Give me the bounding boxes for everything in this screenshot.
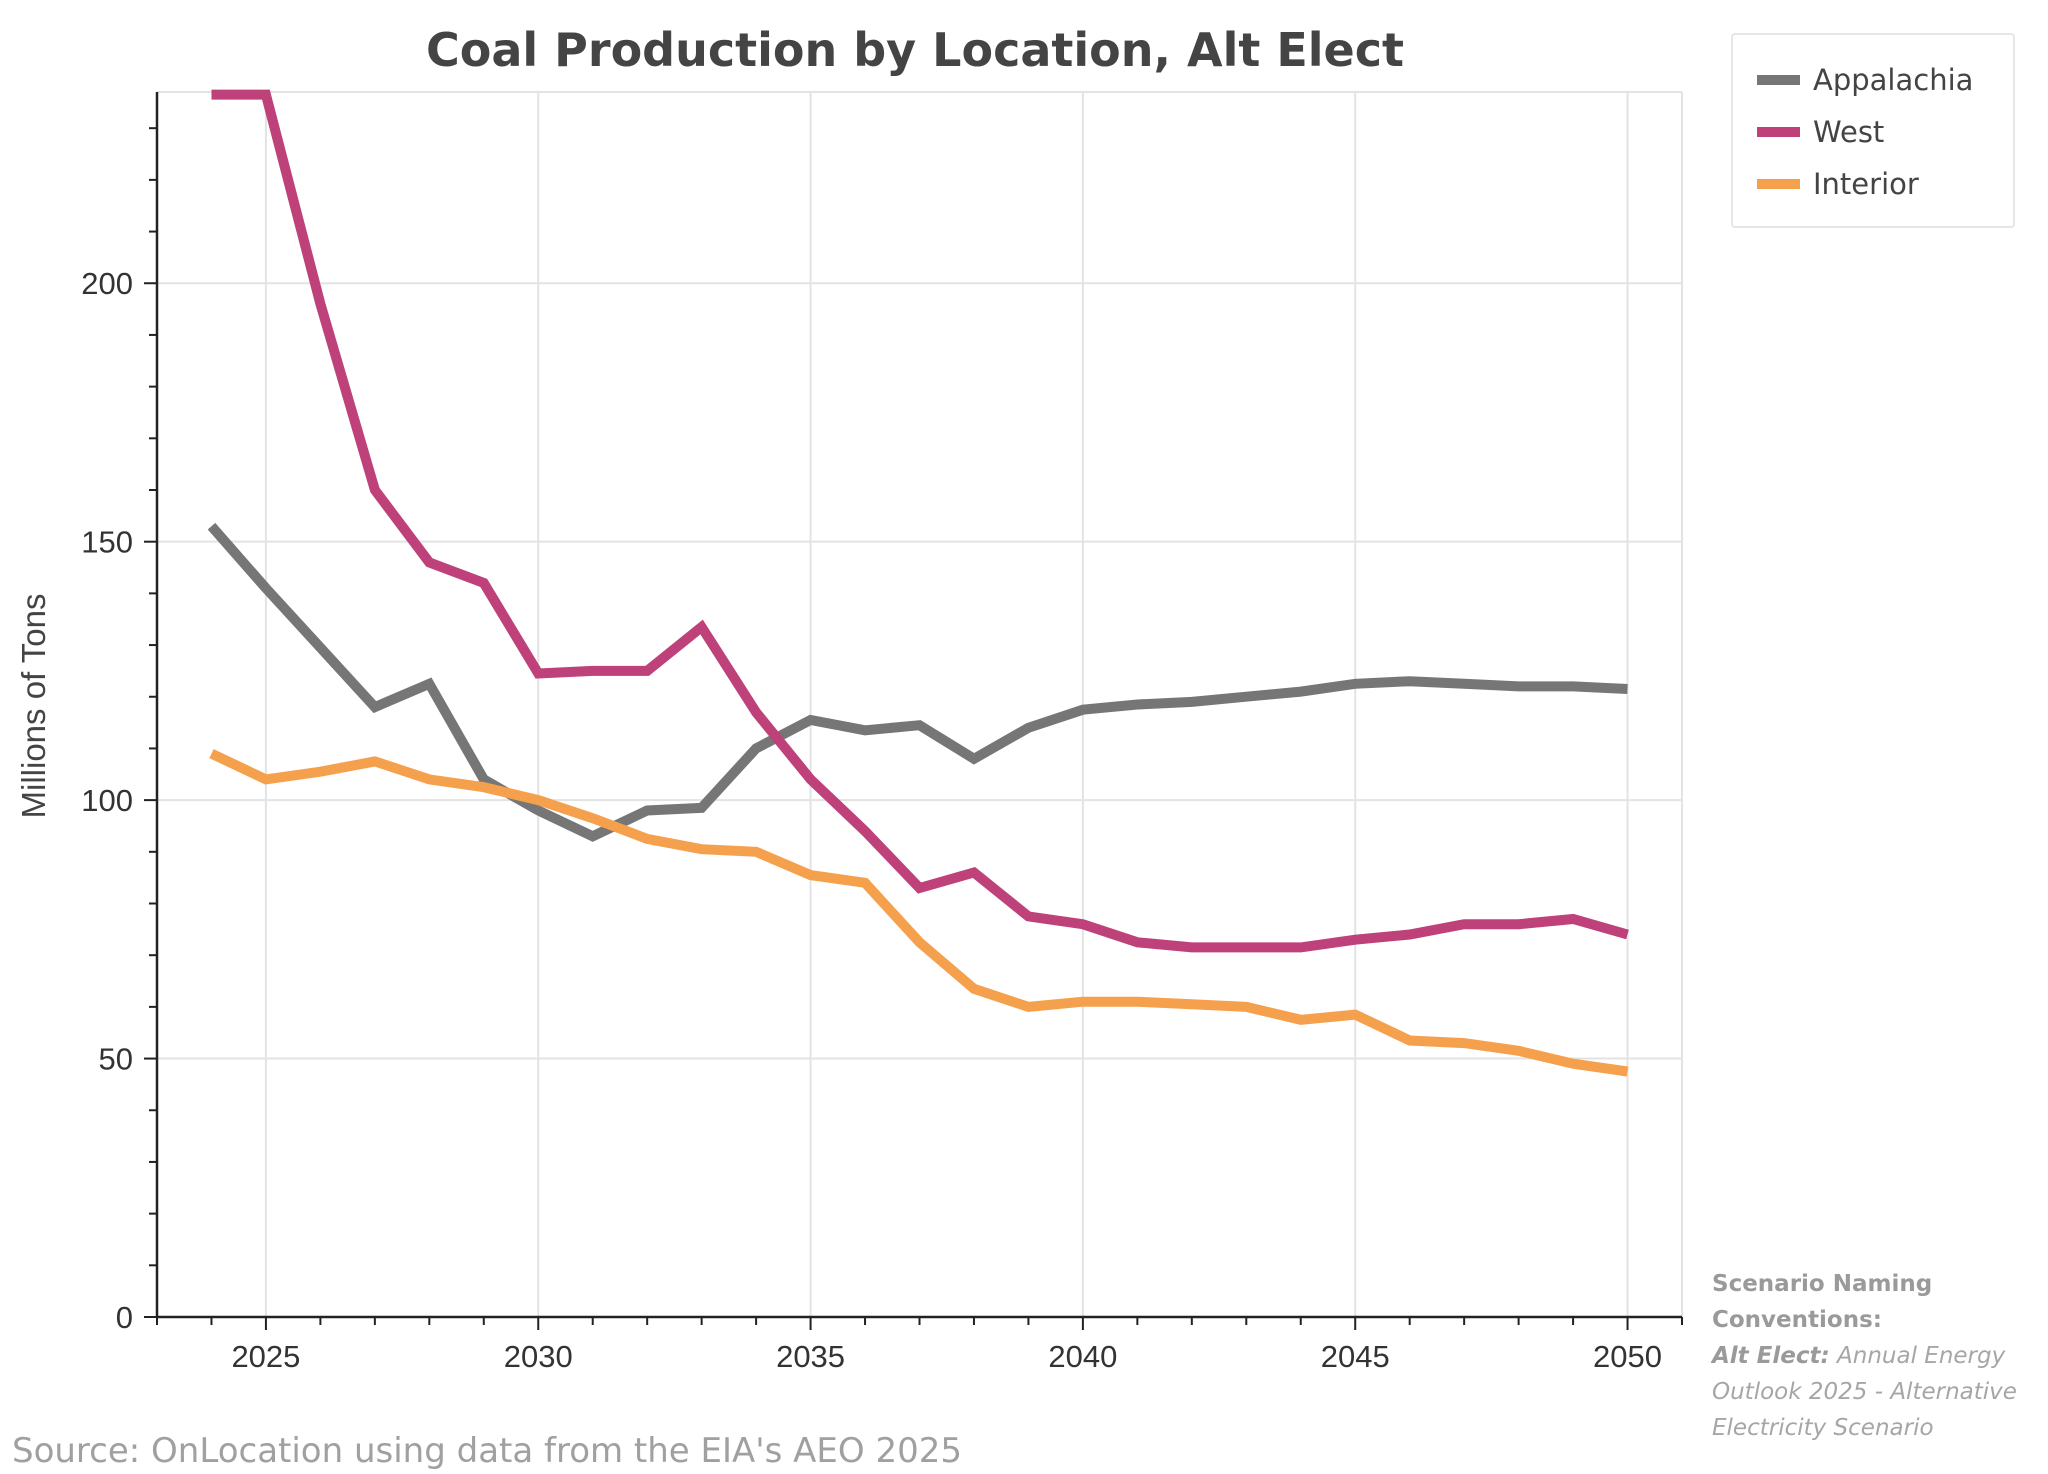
y-axis-label: Millions of Tons [15,594,52,819]
x-tick-label: 2045 [1321,1339,1390,1374]
note-definition-line1: Alt Elect: Annual Energy [1710,1343,2006,1369]
x-tick-label: 2035 [776,1339,845,1374]
series-lines [207,89,1629,1077]
note-term: Alt Elect: [1710,1343,1830,1369]
note-desc-line2: Outlook 2025 - Alternative [1712,1379,2017,1405]
x-tick-label: 2030 [504,1339,573,1374]
source-note: Source: OnLocation using data from the E… [12,1431,962,1471]
y-tick-label: 100 [81,783,133,818]
legend-label-appalachia: Appalachia [1813,63,1973,97]
x-tick-label: 2025 [231,1339,300,1374]
y-tick-label: 0 [116,1300,133,1335]
series-line-appalachia [207,522,1628,842]
gridlines [157,91,1683,1318]
y-tick-label: 50 [99,1042,133,1077]
legend: Appalachia West Interior [1731,33,2015,228]
series-line-interior [209,749,1629,1077]
axes: 2025 2030 2035 2040 2045 2050 0 50 100 150 200 [81,92,1683,1374]
x-tick-label: 2050 [1593,1339,1662,1374]
legend-label-west: West [1813,115,1884,149]
chart-title: Coal Production by Location, Alt Elect [426,23,1404,77]
y-tick-label: 150 [81,525,133,560]
x-tick-label: 2040 [1048,1339,1117,1374]
note-desc-line3: Electricity Scenario [1712,1415,1934,1441]
legend-box [1731,33,2015,228]
scenario-naming-note: Scenario Naming Conventions: Alt Elect: … [1710,1271,2017,1441]
legend-label-interior: Interior [1813,167,1919,201]
y-tick-label: 200 [81,266,133,301]
note-desc-line1: Annual Energy [1830,1343,2006,1369]
note-heading-line1: Scenario Naming [1712,1271,1932,1297]
series-line-west [211,89,1629,953]
note-heading-line2: Conventions: [1712,1307,1882,1333]
